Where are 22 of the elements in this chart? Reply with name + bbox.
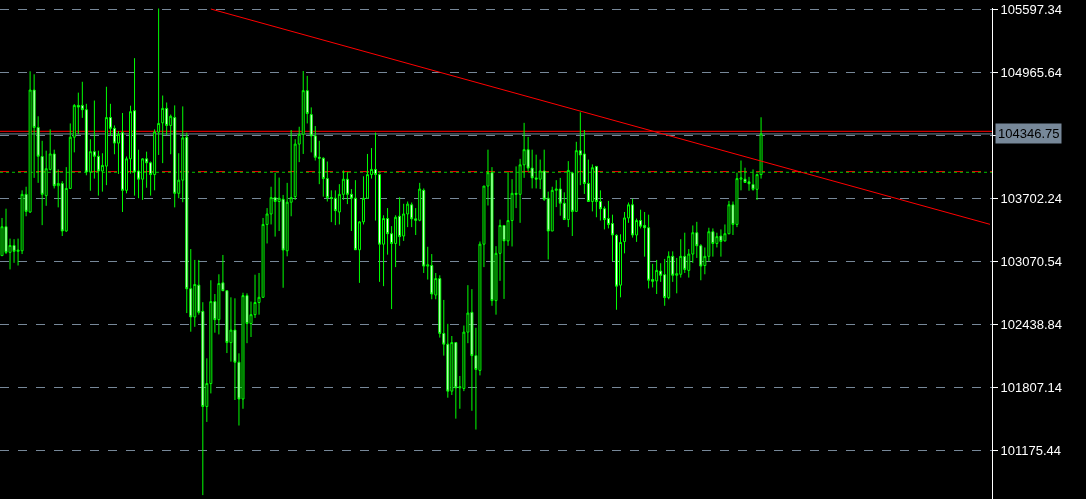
y-tick-label: 105597.34 [1000, 1, 1063, 17]
ref-line-label: 104346.75 [998, 126, 1060, 141]
candlestick [655, 259, 659, 295]
y-tick-label: 101175.44 [1000, 442, 1062, 458]
y-tick-label: 103070.54 [1000, 253, 1063, 269]
candlestick [133, 57, 137, 197]
y-tick-label: 102438.84 [1000, 316, 1063, 332]
y-tick-label: 103702.24 [1000, 190, 1063, 206]
candlestick [711, 227, 715, 258]
candlestick [631, 198, 635, 239]
candlestick [558, 177, 562, 217]
candlestick [594, 165, 598, 218]
y-tick-label: 101807.14 [1000, 379, 1063, 395]
candlestick [719, 228, 723, 258]
candlestick [683, 232, 687, 274]
candlestick [121, 112, 124, 213]
candlestick [28, 70, 32, 214]
y-tick-label: 104965.64 [1000, 64, 1063, 80]
candlestick [273, 172, 277, 238]
candlestick [173, 104, 177, 208]
candlestick [647, 214, 651, 289]
candlestick [534, 154, 538, 189]
